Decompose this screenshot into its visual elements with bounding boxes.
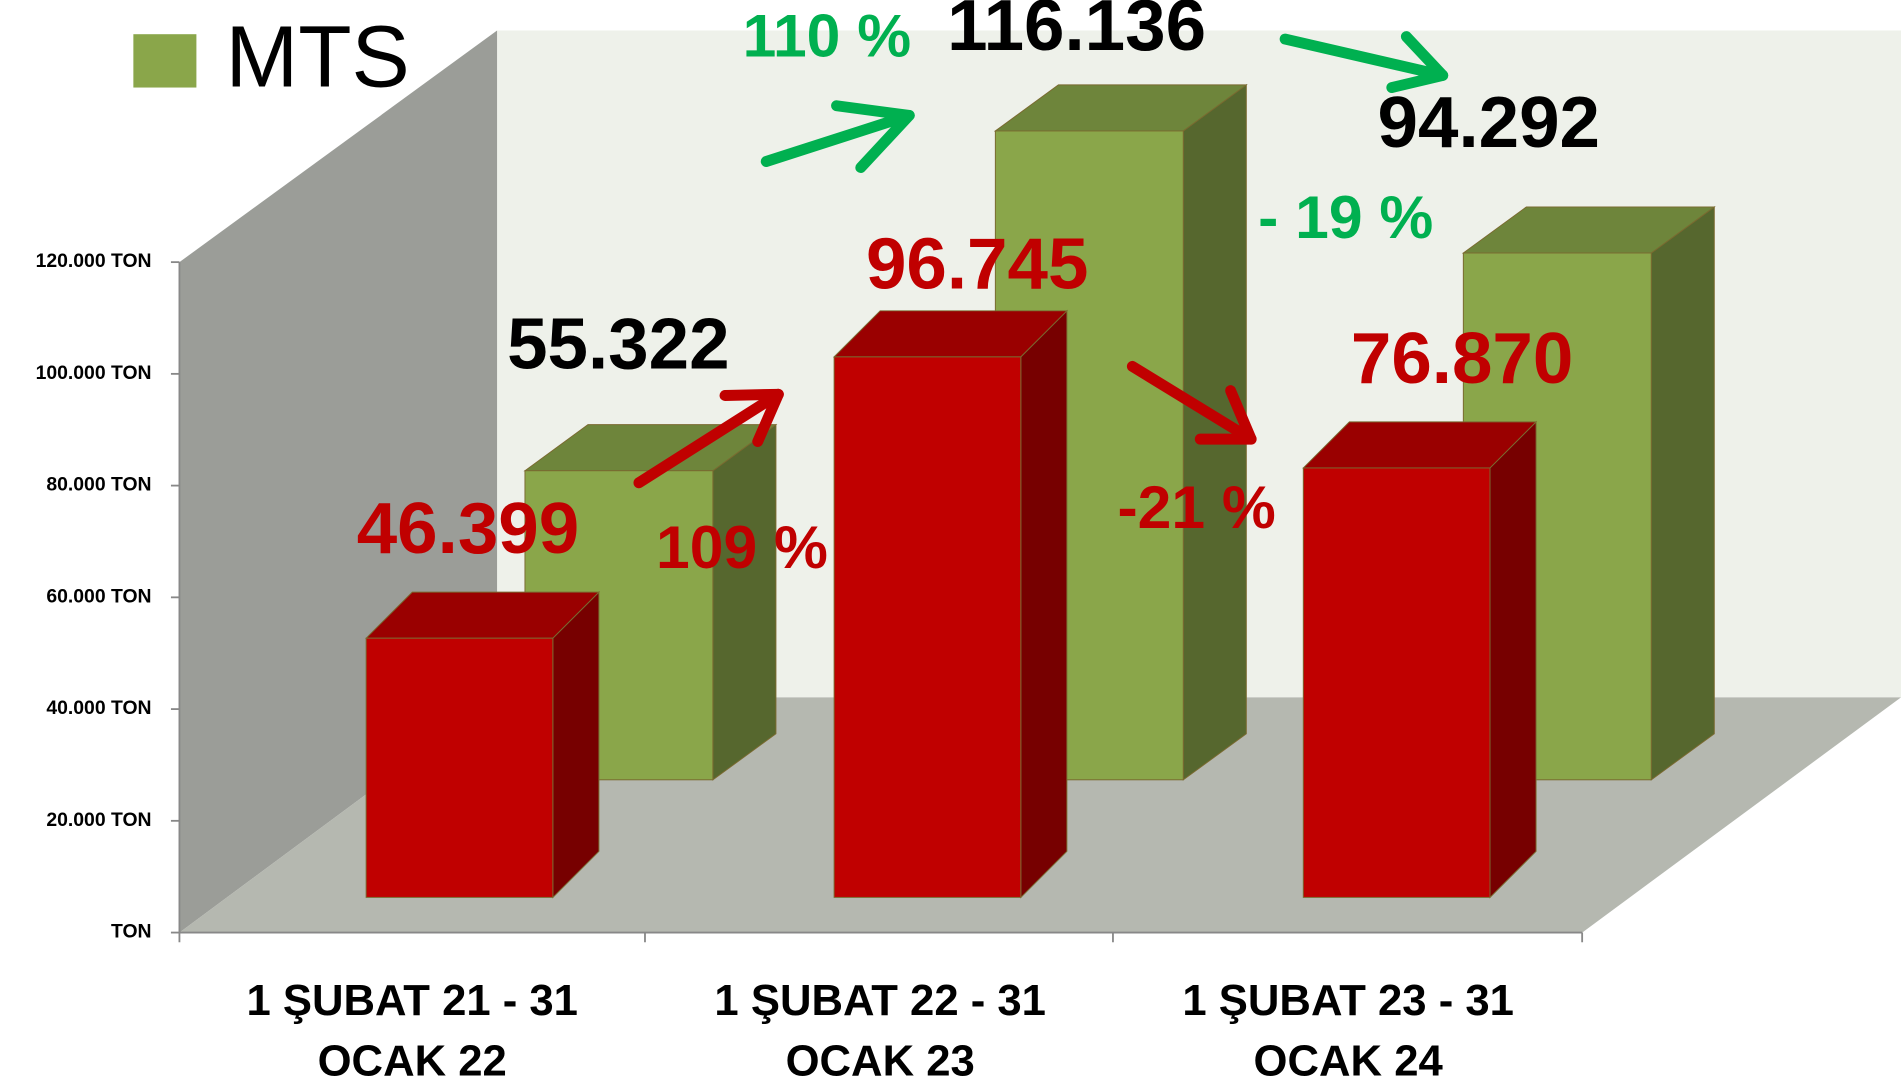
y-tick-label: 100.000 TON [36,362,152,384]
bar-group [364,590,601,899]
legend-swatch [133,34,197,88]
bar-group [832,309,1069,899]
bar [833,356,1022,898]
x-tick-label: 1 ŞUBAT 22 - 31 OCAK 23 [714,974,1046,1086]
annotation: -21 % [1117,473,1275,541]
data-label: 46.399 [357,488,579,569]
legend-label: MTS [226,8,410,105]
bar-side [552,590,600,899]
y-tick-label: 60.000 TON [46,585,151,607]
x-tick-label: 1 ŞUBAT 21 - 31 OCAK 22 [246,974,578,1086]
data-label: 96.745 [866,224,1088,305]
annotation: 110 % [743,1,912,69]
bar-side [1020,309,1068,899]
y-tick-label: 120.000 TON [36,250,152,272]
data-label: 116.136 [947,0,1206,66]
annotation: - 19 % [1258,183,1433,251]
bar [365,637,554,898]
x-tick-group: 1 ŞUBAT 22 - 31 OCAK 23 [714,974,1046,1086]
y-tick-label: TON [111,921,152,943]
bars [364,83,1716,899]
arrow [633,388,784,489]
x-tick-group: 1 ŞUBAT 23 - 31 OCAK 24 [1182,974,1514,1086]
data-label: 55.322 [507,304,729,385]
data-label: 94.292 [1378,82,1600,163]
arrow [760,100,915,174]
bar-group [523,423,778,781]
y-tick-label: 20.000 TON [46,809,151,831]
arrows [633,31,1449,489]
bar-group [1302,420,1538,899]
x-ticks [178,932,1584,943]
arrow [1279,31,1449,93]
x-tick-label: 1 ŞUBAT 23 - 31 OCAK 24 [1182,974,1514,1086]
data-label: 76.870 [1351,318,1573,399]
annotation: 109 % [656,513,828,581]
x-tick-group: 1 ŞUBAT 21 - 31 OCAK 22 [246,974,578,1086]
bar-side [1489,420,1537,899]
bar [1302,467,1491,898]
y-tick-label: 80.000 TON [46,474,151,496]
y-tick-label: 40.000 TON [46,697,151,719]
bar-side [1650,205,1715,781]
bar-side [712,423,777,781]
arrow [1126,360,1257,445]
